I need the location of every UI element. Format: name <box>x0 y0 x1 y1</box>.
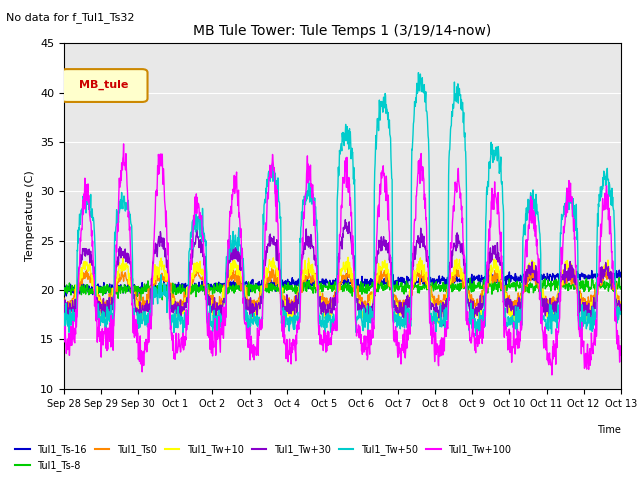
Text: Time: Time <box>597 425 621 435</box>
FancyBboxPatch shape <box>61 69 147 102</box>
Y-axis label: Temperature (C): Temperature (C) <box>24 170 35 262</box>
Text: MB_tule: MB_tule <box>79 80 129 91</box>
Text: No data for f_Tul1_Ts32: No data for f_Tul1_Ts32 <box>6 12 135 23</box>
Legend: Tul1_Ts-16, Tul1_Ts-8, Tul1_Ts0, Tul1_Tw+10, Tul1_Tw+30, Tul1_Tw+50, Tul1_Tw+100: Tul1_Ts-16, Tul1_Ts-8, Tul1_Ts0, Tul1_Tw… <box>12 441 515 475</box>
Title: MB Tule Tower: Tule Temps 1 (3/19/14-now): MB Tule Tower: Tule Temps 1 (3/19/14-now… <box>193 24 492 38</box>
